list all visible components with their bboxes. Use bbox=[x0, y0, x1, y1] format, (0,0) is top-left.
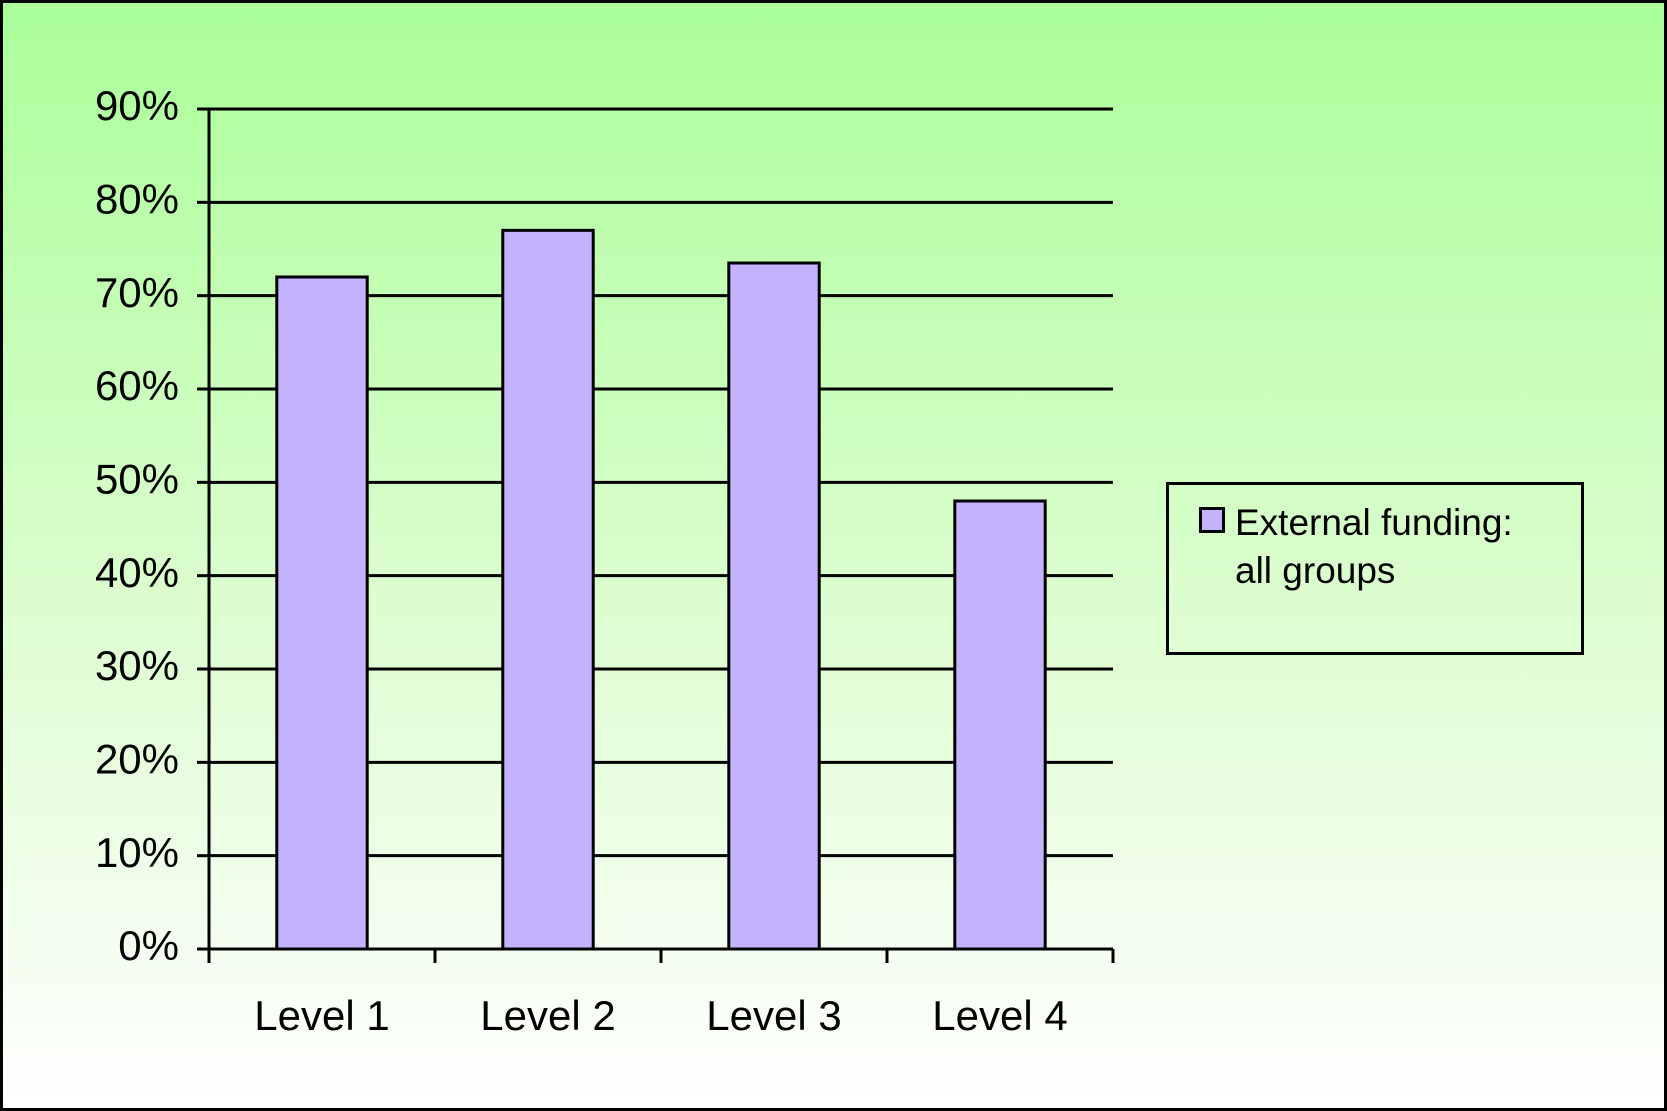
chart: 0% 10% 20% 30% 40% 50% 60% 70% 80% 90% Level 1 Leve… bbox=[95, 82, 1115, 1039]
y-tick-label: 10% bbox=[95, 829, 179, 876]
x-tick-label: Level 1 bbox=[254, 992, 389, 1039]
legend-label: External funding: all groups bbox=[1235, 502, 1513, 591]
y-tick-label: 90% bbox=[95, 82, 179, 129]
bar bbox=[275, 275, 369, 951]
bar bbox=[727, 261, 821, 951]
y-tick-label: 40% bbox=[95, 549, 179, 596]
legend-swatch bbox=[1199, 507, 1225, 533]
y-tick-label: 0% bbox=[118, 922, 179, 969]
bar bbox=[953, 499, 1047, 951]
legend: External funding: all groups bbox=[1166, 482, 1584, 655]
y-tick-label: 80% bbox=[95, 175, 179, 222]
y-tick-label: 50% bbox=[95, 455, 179, 502]
y-tick-label: 30% bbox=[95, 642, 179, 689]
x-tick-label: Level 3 bbox=[706, 992, 841, 1039]
x-tick-label: Level 4 bbox=[932, 992, 1067, 1039]
bar bbox=[501, 228, 595, 951]
y-tick-label: 20% bbox=[95, 735, 179, 782]
y-tick-label: 70% bbox=[95, 269, 179, 316]
x-tick-label: Level 2 bbox=[480, 992, 615, 1039]
y-tick-label: 60% bbox=[95, 362, 179, 409]
